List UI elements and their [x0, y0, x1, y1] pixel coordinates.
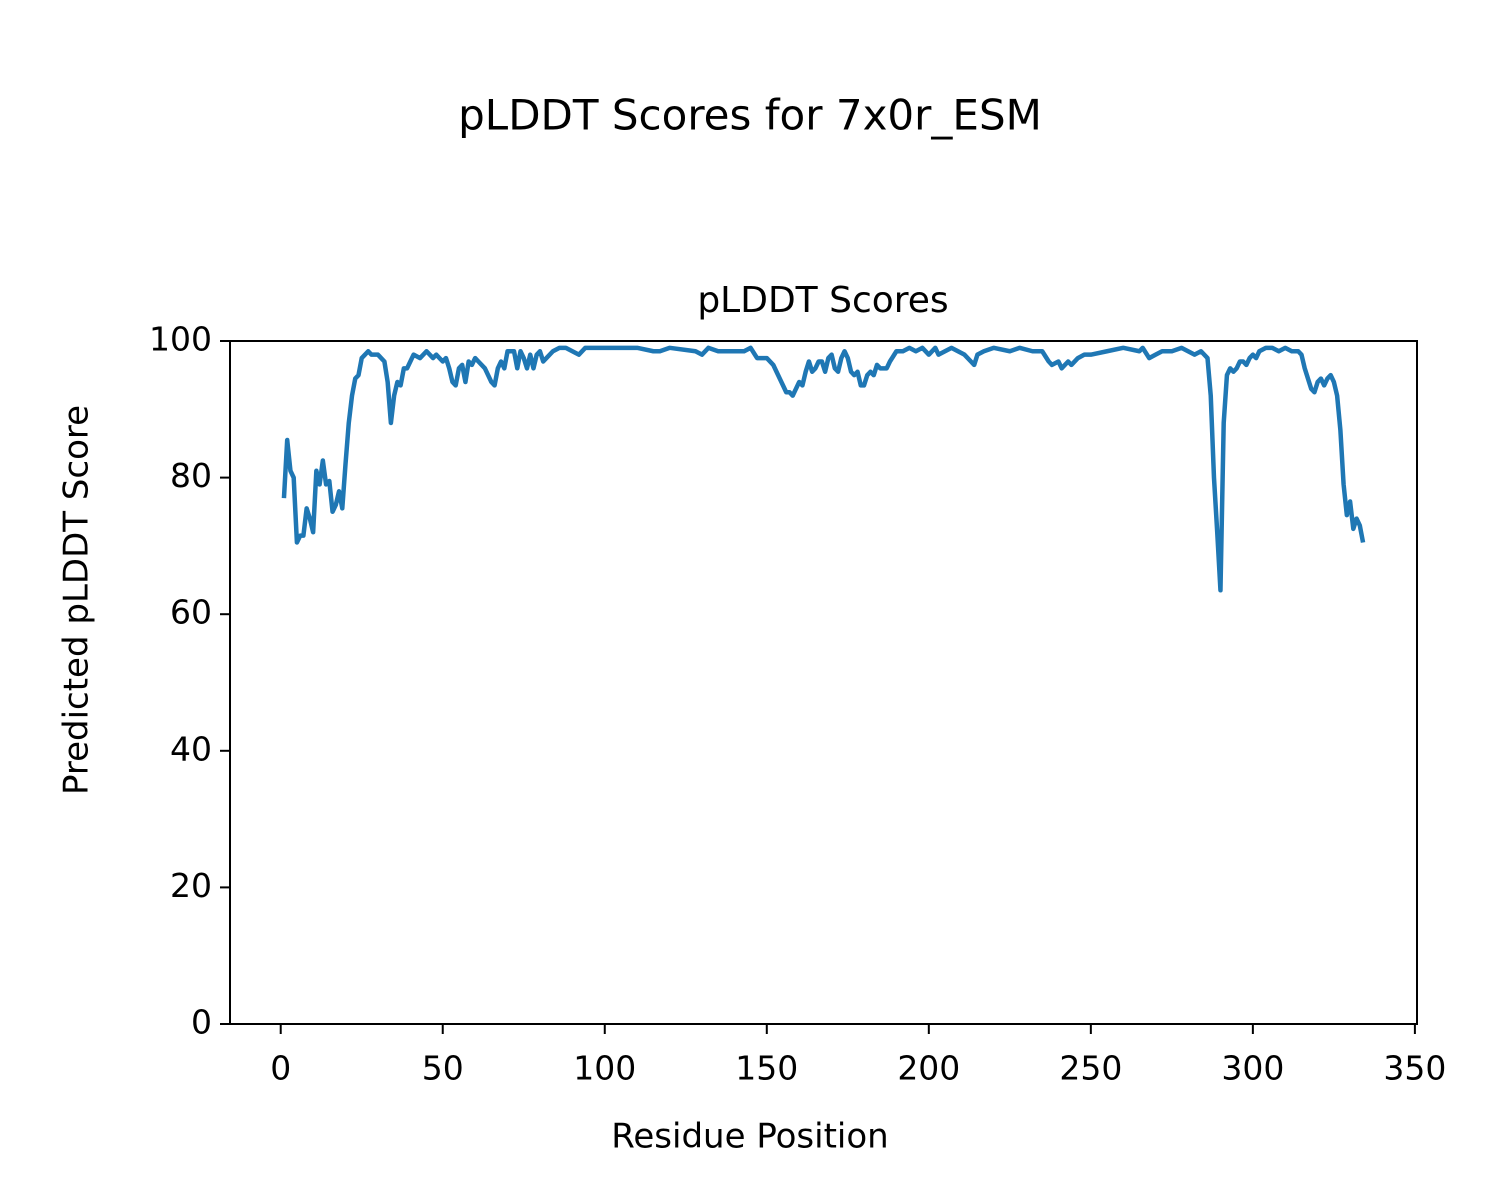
- x-tick-label: 150: [735, 1049, 798, 1088]
- x-tick-label: 100: [573, 1049, 636, 1088]
- y-tick-label: 100: [149, 320, 212, 359]
- x-tick-label: 250: [1059, 1049, 1122, 1088]
- chart-title: pLDDT Scores for 7x0r_ESM: [458, 91, 1042, 140]
- x-tick-label: 0: [270, 1049, 291, 1088]
- y-tick-label: 80: [170, 456, 212, 495]
- axes-title: pLDDT Scores: [697, 280, 948, 321]
- x-tick-label: 350: [1383, 1049, 1446, 1088]
- y-tick-label: 20: [170, 866, 212, 905]
- y-axis-label: Predicted pLDDT Score: [57, 405, 97, 795]
- axes-frame: [229, 340, 1418, 1025]
- y-tick-label: 40: [170, 729, 212, 768]
- x-tick-label: 50: [422, 1049, 464, 1088]
- y-tick-label: 60: [170, 593, 212, 632]
- x-tick-label: 200: [897, 1049, 960, 1088]
- x-axis-label: Residue Position: [611, 1117, 888, 1157]
- x-tick-label: 300: [1221, 1049, 1284, 1088]
- y-tick-label: 0: [191, 1003, 212, 1042]
- data-line: [281, 345, 1366, 593]
